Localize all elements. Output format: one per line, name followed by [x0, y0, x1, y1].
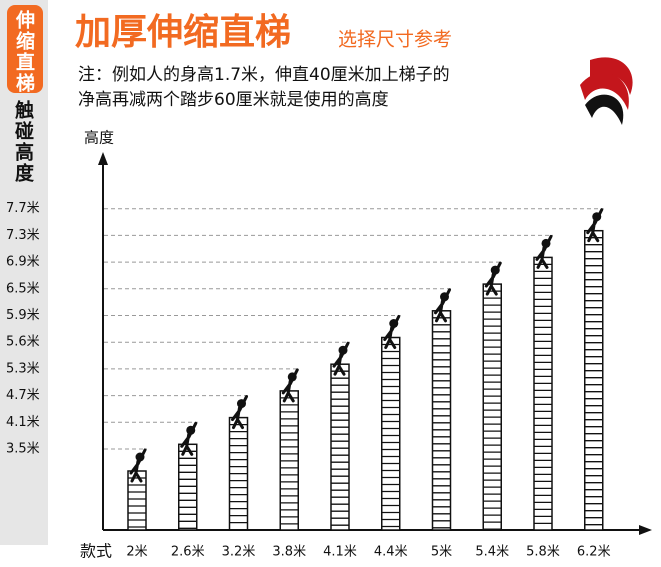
person [281, 368, 299, 403]
logo [580, 57, 633, 125]
ladder [584, 208, 604, 531]
person-body [434, 288, 451, 323]
y-tick-label: 6.9米 [6, 255, 40, 270]
person-body [180, 421, 198, 456]
annotation: 注：例如人的身高1.7米，伸直40厘米加上梯子的 [78, 65, 450, 85]
y-tick-label: 7.3米 [6, 228, 40, 243]
x-axis-label: 款式 [80, 542, 112, 561]
y-tick-label: 4.1米 [6, 415, 40, 430]
annotation: 净高再减两个踏步60厘米就是使用的高度 [78, 89, 389, 110]
y-tick-label: 5.3米 [6, 361, 40, 376]
sidebar-badge-text: 伸缩直梯 [13, 10, 35, 94]
ladder [279, 368, 299, 531]
ladder [431, 288, 452, 531]
person-body [535, 234, 553, 269]
ladder-frame [533, 256, 553, 531]
y-tick-label: 4.7米 [6, 388, 40, 403]
ladder-frame [381, 336, 401, 531]
x-arrow [639, 525, 652, 535]
person [332, 341, 350, 376]
person-body [281, 368, 299, 403]
x-tick-label: 5.4米 [475, 545, 509, 560]
x-tick-label: 5.8米 [526, 545, 560, 560]
y-tick-label: 6.5米 [6, 281, 40, 296]
ladder-frame [178, 443, 198, 531]
person [586, 208, 604, 243]
chart-subtitle: 选择尺寸参考 [338, 29, 452, 51]
person-body [332, 341, 350, 376]
person [484, 261, 502, 296]
sidebar-badge [7, 5, 43, 93]
ladder [381, 315, 401, 531]
x-tick-label: 2.6米 [171, 545, 205, 560]
y-axis-label: 高度 [84, 129, 114, 147]
y-arrow [98, 152, 108, 165]
y-tick-label: 5.9米 [6, 308, 40, 323]
person-body [484, 261, 502, 296]
ladder-frame [482, 283, 502, 531]
person-body [231, 395, 248, 430]
person-body [586, 208, 604, 243]
ladder-frame [431, 310, 452, 531]
ladder [178, 421, 198, 531]
x-tick-label: 6.2米 [577, 545, 611, 560]
person-body [383, 315, 401, 349]
person [231, 395, 248, 430]
x-tick-label: 2米 [126, 545, 147, 560]
ladder-frame [127, 470, 147, 531]
person [535, 234, 553, 269]
ladder [533, 234, 553, 531]
ladder [482, 261, 502, 531]
person-body [129, 448, 147, 483]
ladder-frame [330, 363, 350, 531]
x-tick-label: 5米 [431, 545, 452, 560]
y-tick-label: 7.7米 [6, 201, 40, 216]
x-tick-label: 4.1米 [323, 545, 357, 560]
ladder-frame [584, 229, 604, 531]
x-tick-label: 3.2米 [222, 545, 256, 560]
sidebar-label: 触碰高度 [12, 100, 34, 184]
ladder [330, 341, 350, 531]
y-tick-label: 3.5米 [6, 442, 40, 457]
x-tick-label: 3.8米 [272, 545, 306, 560]
chart-title: 加厚伸缩直梯 [75, 12, 291, 53]
y-tick-label: 5.6米 [6, 335, 40, 350]
ladder [127, 448, 147, 531]
ladder [228, 395, 249, 531]
person [180, 421, 198, 456]
person [383, 315, 401, 349]
x-tick-label: 4.4米 [374, 545, 408, 560]
person [434, 288, 451, 323]
person [129, 448, 147, 483]
